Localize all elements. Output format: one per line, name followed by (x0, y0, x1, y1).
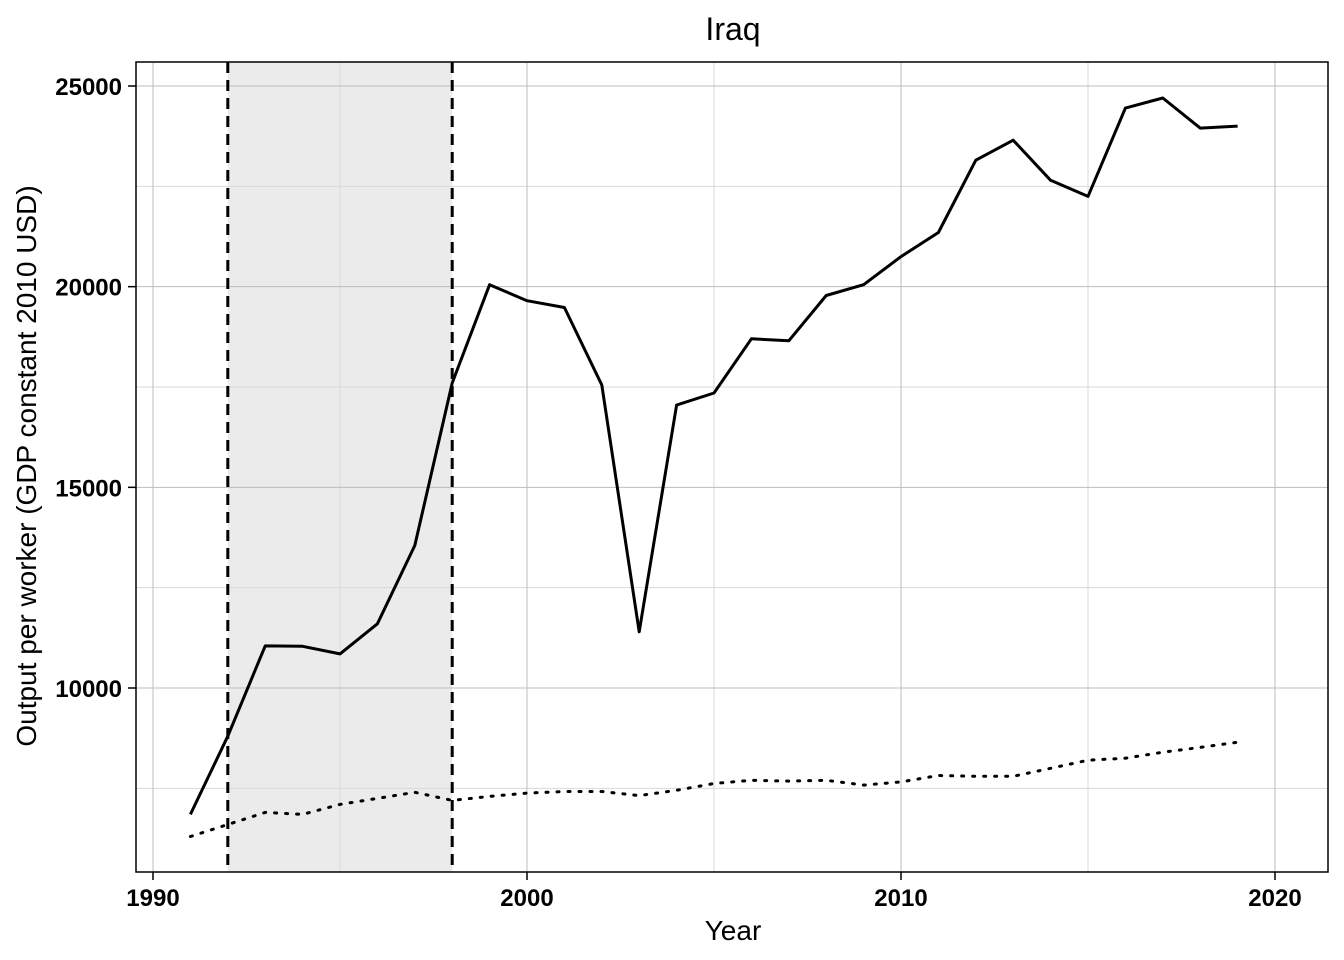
panel-border (135, 61, 1329, 873)
y-tick-label: 10000 (55, 676, 122, 703)
x-tick-label: 2000 (500, 885, 553, 912)
x-tick-label: 1990 (126, 885, 179, 912)
x-tick-label: 2020 (1248, 885, 1301, 912)
series-line-solid (189, 96, 1238, 816)
y-tick-label: 15000 (55, 475, 122, 502)
x-tick-label: 2010 (874, 885, 927, 912)
y-tick-label: 25000 (55, 74, 122, 101)
y-axis-title: Output per worker (GDP constant 2010 USD… (11, 185, 42, 746)
x-axis-title: Year (705, 915, 762, 946)
plot-area: 1990 2000 2010 2020 10000 15000 20000 25000 (55, 61, 1329, 912)
y-tick-label: 20000 (55, 275, 122, 302)
chart-title: Iraq (705, 11, 760, 47)
